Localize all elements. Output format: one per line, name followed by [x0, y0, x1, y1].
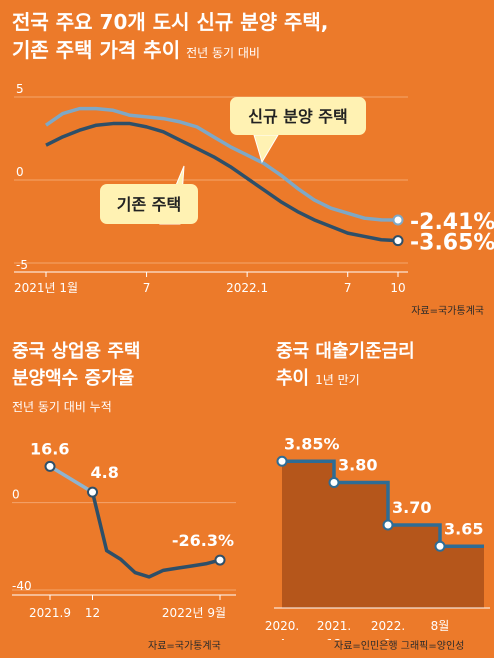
chart1-y-tick: 0	[16, 165, 24, 179]
chart3-step-area	[440, 546, 484, 608]
chart1-x-tick: 10	[390, 281, 405, 295]
chart3-title-line1: 중국 대출기준금리	[276, 341, 415, 362]
chart3-point	[382, 519, 394, 531]
chart1-callout-new-label: 신규 분양 주택	[248, 107, 347, 126]
chart1-x-tick: 2021년 1월	[14, 281, 78, 295]
chart2-point	[214, 554, 226, 566]
chart2-x-tick: 2022년 9월	[162, 606, 226, 620]
chart3-svg: 3.85% 3.80 3.70 3.65 2020. 4 2021. 12 2022. 1 8월	[265, 434, 490, 640]
chart3-x-tick: 2021.	[317, 619, 351, 633]
chart2-series-early	[49, 464, 94, 494]
chart1-y-tick: -5	[16, 258, 28, 272]
chart3-x-tick: 1	[384, 637, 392, 640]
chart3-step-area	[282, 461, 334, 608]
chart2-title-line2: 분양액수 증가율	[12, 368, 135, 389]
chart2-subtitle: 전년 동기 대비 누적	[12, 400, 112, 414]
chart2-svg: 0 -40 2021.9 12 2022년 9월 16.6 4.8 -26.3%	[12, 439, 236, 620]
chart1-x-tick: 7	[143, 281, 151, 295]
chart3-point-label: 3.80	[338, 456, 377, 475]
chart2-source: 자료=국가통계국	[148, 641, 221, 652]
chart2-point	[44, 460, 56, 472]
chart1-end-label: -2.41%	[410, 210, 494, 235]
chart2-series-recent	[90, 491, 221, 579]
chart1-x-tick: 7	[344, 281, 352, 295]
chart3-point-label: 3.65	[444, 519, 483, 538]
chart2-title-line1: 중국 상업용 주택	[12, 341, 141, 362]
chart1-end-point	[392, 235, 404, 247]
chart2-title: 중국 상업용 주택 분양액수 증가율	[12, 338, 140, 392]
chart3-x-tick: 4	[278, 637, 286, 640]
chart2-point-label: 16.6	[30, 439, 69, 458]
chart1-series-existing-homes	[45, 121, 399, 243]
chart3-point	[276, 455, 288, 467]
chart3-step-area	[388, 525, 440, 608]
chart3-title-line2: 추이	[276, 368, 310, 389]
chart2-x-tick: 12	[85, 606, 100, 620]
chart3-subtitle: 1년 만기	[315, 373, 360, 387]
chart1-svg: 5 0 -5 2021년 1월 7 2022.1 7 10 -2.41%-3.65% 신규 분양 …	[14, 82, 494, 295]
chart1-callout-existing-box	[100, 184, 198, 224]
chart1-series-new-homes	[45, 106, 399, 222]
chart2-point-label: -26.3%	[172, 531, 234, 550]
chart2-x-tick: 2021.9	[29, 606, 71, 620]
chart2-y-tick: -40	[12, 579, 32, 593]
chart1-y-tick: 5	[16, 82, 24, 96]
chart1-title: 전국 주요 70개 도시 신규 분양 주택, 기존 주택 가격 추이 전년 동기 …	[12, 8, 328, 67]
chart3-credit: 그래픽=양인성	[400, 641, 465, 652]
chart3-x-tick: 8월	[431, 619, 450, 633]
chart1-title-line1: 전국 주요 70개 도시 신규 분양 주택,	[12, 10, 329, 34]
chart3-step-area	[334, 482, 388, 608]
chart1-end-point	[392, 214, 404, 226]
chart1-title-line2: 기존 주택 가격 추이	[12, 38, 181, 62]
chart3-point-label: 3.70	[392, 498, 431, 517]
chart1-source: 자료=국가통계국	[411, 306, 484, 317]
chart3-source: 자료=인민은행	[334, 641, 398, 652]
chart1-x-tick: 2022.1	[226, 281, 268, 295]
chart1-subtitle: 전년 동기 대비	[186, 46, 260, 60]
chart3-title: 중국 대출기준금리 추이 1년 만기	[276, 338, 415, 394]
chart2-point	[87, 486, 98, 498]
chart2-y-tick: 0	[12, 488, 20, 502]
chart3-x-tick: 2020.	[265, 619, 299, 633]
chart3-point	[328, 477, 340, 488]
chart3-point	[434, 540, 446, 552]
chart1-end-label: -3.65%	[410, 231, 494, 256]
chart3-point-label: 3.85%	[284, 434, 340, 453]
chart1-callout-new-box	[230, 97, 366, 135]
chart2-point-label: 4.8	[91, 463, 119, 482]
chart1-callout-new-pointer	[253, 134, 279, 164]
chart3-x-tick: 2022.	[371, 619, 405, 633]
chart1-callout-existing-label: 기존 주택	[117, 195, 181, 214]
chart3-x-tick: 12	[326, 637, 341, 640]
